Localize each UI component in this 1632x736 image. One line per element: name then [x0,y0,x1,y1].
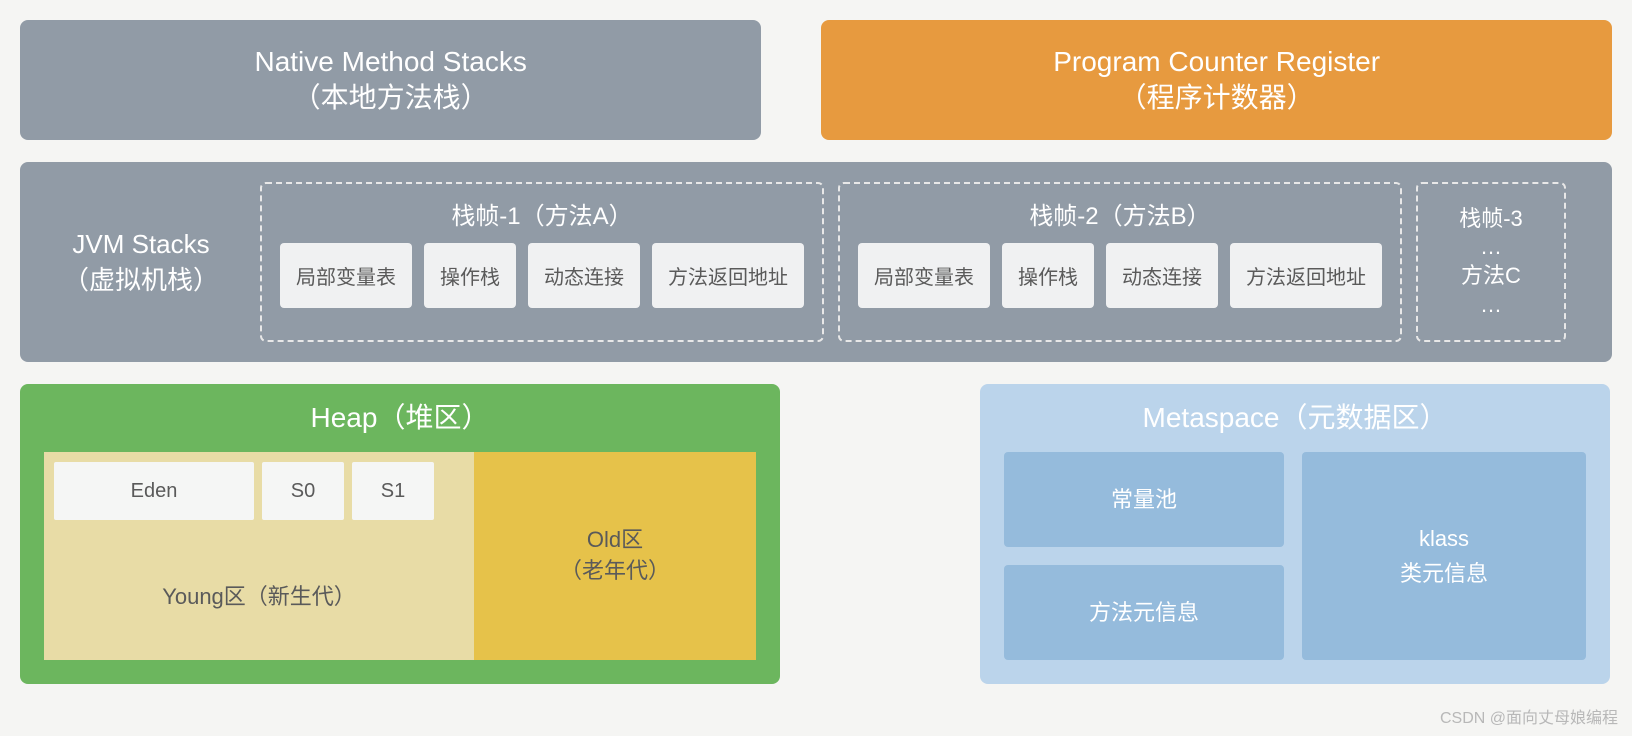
old-line1: Old区 [587,525,643,556]
pc-register-cn: （程序计数器） [1119,80,1315,116]
jvm-stacks-box: JVM Stacks （虚拟机栈） 栈帧-1（方法A） 局部变量表 操作栈 动态… [20,162,1612,362]
frame1-title: 栈帧-1（方法A） [280,196,804,231]
s0-cell: S0 [262,462,344,520]
frame2-cell-opstack: 操作栈 [1002,243,1094,308]
frame1-cells: 局部变量表 操作栈 动态连接 方法返回地址 [280,243,804,308]
metaspace-left-col: 常量池 方法元信息 [1004,452,1284,660]
native-stacks-en: Native Method Stacks [254,44,526,80]
bottom-row: Heap（堆区） Eden S0 S1 Young区（新生代） Old区 （老年… [20,384,1612,684]
frame2-cell-dynlink: 动态连接 [1106,243,1218,308]
jvm-stacks-cn: （虚拟机栈） [36,262,246,298]
heap-box: Heap（堆区） Eden S0 S1 Young区（新生代） Old区 （老年… [20,384,780,684]
stack-frame-1: 栈帧-1（方法A） 局部变量表 操作栈 动态连接 方法返回地址 [260,182,824,342]
heap-body: Eden S0 S1 Young区（新生代） Old区 （老年代） [44,452,756,660]
native-stacks-cn: （本地方法栈） [293,80,489,116]
old-region: Old区 （老年代） [474,452,756,660]
klass-line2: 类元信息 [1400,556,1488,591]
old-line2: （老年代） [560,556,670,587]
jvm-stacks-label: JVM Stacks （虚拟机栈） [36,226,246,299]
s1-cell: S1 [352,462,434,520]
frame3-dots: … [1480,233,1502,262]
watermark-text: CSDN @面向丈母娘编程 [1440,704,1618,728]
klass-line1: klass [1419,521,1469,556]
frame2-cell-localvars: 局部变量表 [858,243,990,308]
frame1-cell-localvars: 局部变量表 [280,243,412,308]
eden-cell: Eden [54,462,254,520]
frame1-cell-retaddr: 方法返回地址 [652,243,804,308]
program-counter-register-box: Program Counter Register （程序计数器） [821,20,1612,140]
jvm-stacks-en: JVM Stacks [36,226,246,262]
const-pool-cell: 常量池 [1004,452,1284,547]
frame3-title: 栈帧-3 [1459,205,1523,234]
klass-cell: klass 类元信息 [1302,452,1586,660]
frame1-cell-dynlink: 动态连接 [528,243,640,308]
metaspace-box: Metaspace（元数据区） 常量池 方法元信息 klass 类元信息 [980,384,1610,684]
frame2-cells: 局部变量表 操作栈 动态连接 方法返回地址 [858,243,1382,308]
frame3-dots2: … [1480,291,1502,320]
metaspace-body: 常量池 方法元信息 klass 类元信息 [1004,452,1586,660]
frame1-cell-opstack: 操作栈 [424,243,516,308]
stack-frame-3: 栈帧-3 … 方法C … [1416,182,1566,342]
frame3-method: 方法C [1461,262,1521,291]
young-label: Young区（新生代） [44,530,474,660]
stack-frame-2: 栈帧-2（方法B） 局部变量表 操作栈 动态连接 方法返回地址 [838,182,1402,342]
young-region: Eden S0 S1 Young区（新生代） [44,452,474,660]
heap-title: Heap（堆区） [44,396,756,436]
metaspace-title: Metaspace（元数据区） [1004,396,1586,436]
young-cells: Eden S0 S1 [44,452,474,530]
frame2-cell-retaddr: 方法返回地址 [1230,243,1382,308]
pc-register-en: Program Counter Register [1053,44,1380,80]
method-meta-cell: 方法元信息 [1004,565,1284,660]
frame2-title: 栈帧-2（方法B） [858,196,1382,231]
top-row: Native Method Stacks （本地方法栈） Program Cou… [20,20,1612,140]
native-method-stacks-box: Native Method Stacks （本地方法栈） [20,20,761,140]
